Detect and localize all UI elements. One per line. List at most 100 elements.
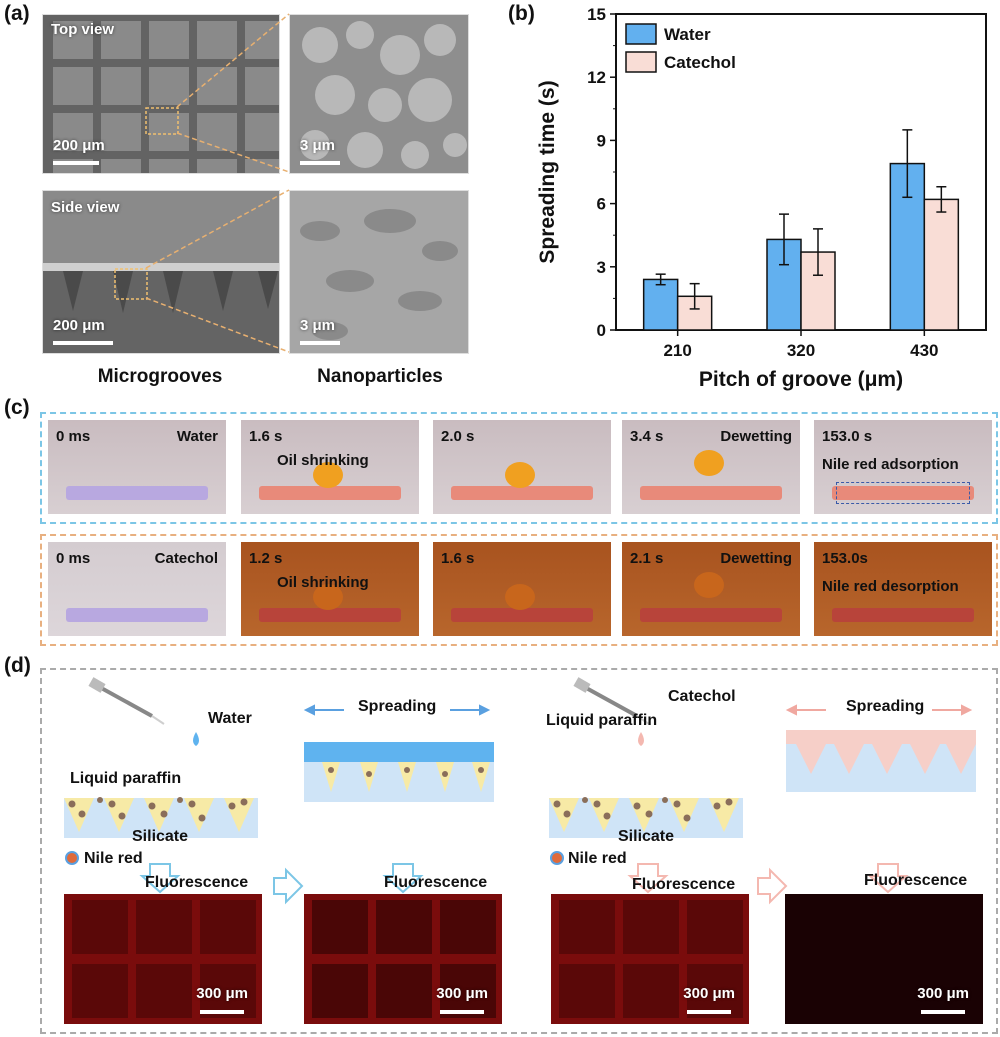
scale-bar — [687, 1010, 731, 1014]
oil-droplet — [505, 462, 535, 488]
scale-bar — [200, 1010, 244, 1014]
sem-top-view-image: Top view 200 μm — [42, 14, 280, 174]
sem-nanoparticles-top-image: 3 μm — [289, 14, 469, 174]
caption-microgrooves: Microgrooves — [97, 366, 223, 387]
x-tick-label: 320 — [787, 341, 815, 360]
fluorescence-label-1: Fluorescence — [145, 874, 249, 891]
silicate-label-1: Silicate — [132, 828, 189, 845]
scale-label-3-side: 3 μm — [300, 317, 336, 334]
down-arrow-icon — [382, 863, 424, 894]
legend-label-water: Water — [664, 25, 711, 44]
water-sequence-box — [40, 412, 998, 524]
legend-swatch-catechol — [625, 51, 657, 73]
sem-side-view-image: Side view 200 μm — [42, 190, 280, 354]
catechol-frame: 153.0s Nile red desorption — [814, 542, 992, 636]
substrate — [451, 608, 593, 622]
panel-label-a: (a) — [4, 2, 30, 25]
oil-droplet — [313, 462, 343, 488]
x-tick-label: 210 — [663, 341, 691, 360]
catechol-schematic — [549, 677, 743, 865]
adsorption-highlight — [836, 482, 970, 504]
substrate — [640, 486, 782, 500]
nile-red-icon — [550, 851, 564, 865]
substrate — [259, 486, 401, 500]
scale-bar — [300, 341, 340, 345]
fluorescence-image: 300 μm — [551, 894, 749, 1024]
fluorescence-label-3: Fluorescence — [632, 876, 736, 893]
catechol-frame: 1.2 s Oil shrinking — [241, 542, 419, 636]
scale-bar — [53, 161, 99, 165]
substrate — [451, 486, 593, 500]
frame-time-label: 3.4 s — [630, 428, 664, 445]
oil-droplet — [694, 450, 724, 476]
frame-annotation-label: Water — [176, 428, 218, 445]
panel-label-d: (d) — [4, 654, 31, 677]
y-tick-label: 3 — [597, 258, 606, 277]
panel-label-b: (b) — [508, 2, 535, 25]
down-arrow-icon — [867, 863, 909, 894]
water-label: Water — [208, 710, 252, 727]
y-tick-label: 6 — [597, 195, 606, 214]
frame-annotation-label: Dewetting — [720, 550, 792, 567]
down-arrow-icon — [627, 863, 669, 894]
right-arrow-icon — [273, 867, 304, 905]
water-frame: 153.0 s Nile red adsorption — [814, 420, 992, 514]
scale-bar — [300, 161, 340, 165]
fluorescence-label-2: Fluorescence — [384, 874, 488, 891]
substrate — [640, 608, 782, 622]
side-view-label: Side view — [51, 199, 120, 216]
caption-nanoparticles: Nanoparticles — [317, 366, 443, 387]
scale-label-300: 300 μm — [196, 985, 248, 1002]
substrate — [832, 486, 974, 500]
nile-red-icon — [65, 851, 79, 865]
substrate — [66, 486, 208, 500]
water-schematic — [64, 677, 258, 865]
catechol-frame: 1.6 s — [433, 542, 611, 636]
catechol-frame: 2.1 s Dewetting — [622, 542, 800, 636]
x-axis-label: Pitch of groove (μm) — [699, 368, 903, 391]
bar-water — [642, 278, 679, 331]
down-arrow-icon — [139, 863, 181, 894]
pipette-icon — [573, 677, 650, 725]
x-tick-label: 430 — [910, 341, 938, 360]
frame-time-label: 1.6 s — [441, 550, 475, 567]
y-axis-label: Spreading time (s) — [536, 80, 559, 263]
frame-annotation-label: Catechol — [154, 550, 218, 567]
frame-time-label: 2.0 s — [441, 428, 475, 445]
zoom-connectors — [145, 13, 290, 353]
catechol-spreading-schematic — [785, 704, 976, 792]
scale-bar — [921, 1010, 965, 1014]
oil-droplet — [694, 572, 724, 598]
oil-droplet — [313, 584, 343, 610]
frame-annotation-label: Oil shrinking — [277, 452, 369, 469]
sem-nanoparticles-side-image: 3 μm — [289, 190, 469, 354]
spreading-label-1: Spreading — [358, 698, 437, 715]
scale-bar — [53, 341, 113, 345]
water-frame: 1.6 s Oil shrinking — [241, 420, 419, 514]
top-view-label: Top view — [51, 21, 115, 38]
frame-time-label: 153.0 s — [822, 428, 873, 445]
catechol-sequence-box — [40, 534, 998, 646]
water-frame: 3.4 s Dewetting — [622, 420, 800, 514]
frame-time-label: 1.6 s — [249, 428, 283, 445]
nile-red-label-1: Nile red — [84, 850, 143, 867]
water-frame: 2.0 s — [433, 420, 611, 514]
catechol-frame: 0 ms Catechol — [48, 542, 226, 636]
legend-swatch-water — [625, 23, 657, 45]
spreading-label-2: Spreading — [846, 698, 925, 715]
bar-catechol — [923, 198, 960, 331]
substrate — [66, 608, 208, 622]
flow-arrows — [139, 863, 909, 905]
y-tick-label: 0 — [597, 321, 606, 340]
scale-label-3-top: 3 μm — [300, 137, 336, 154]
silicate-label-2: Silicate — [618, 828, 675, 845]
nile-red-label-2: Nile red — [568, 850, 627, 867]
scale-label-300: 300 μm — [917, 985, 969, 1002]
scale-bar — [440, 1010, 484, 1014]
frame-annotation-label: Nile red desorption — [822, 578, 959, 595]
y-tick-label: 12 — [587, 68, 606, 87]
frame-time-label: 0 ms — [56, 550, 91, 567]
substrate — [832, 608, 974, 622]
scale-label-300: 300 μm — [436, 985, 488, 1002]
water-frame: 0 ms Water — [48, 420, 226, 514]
